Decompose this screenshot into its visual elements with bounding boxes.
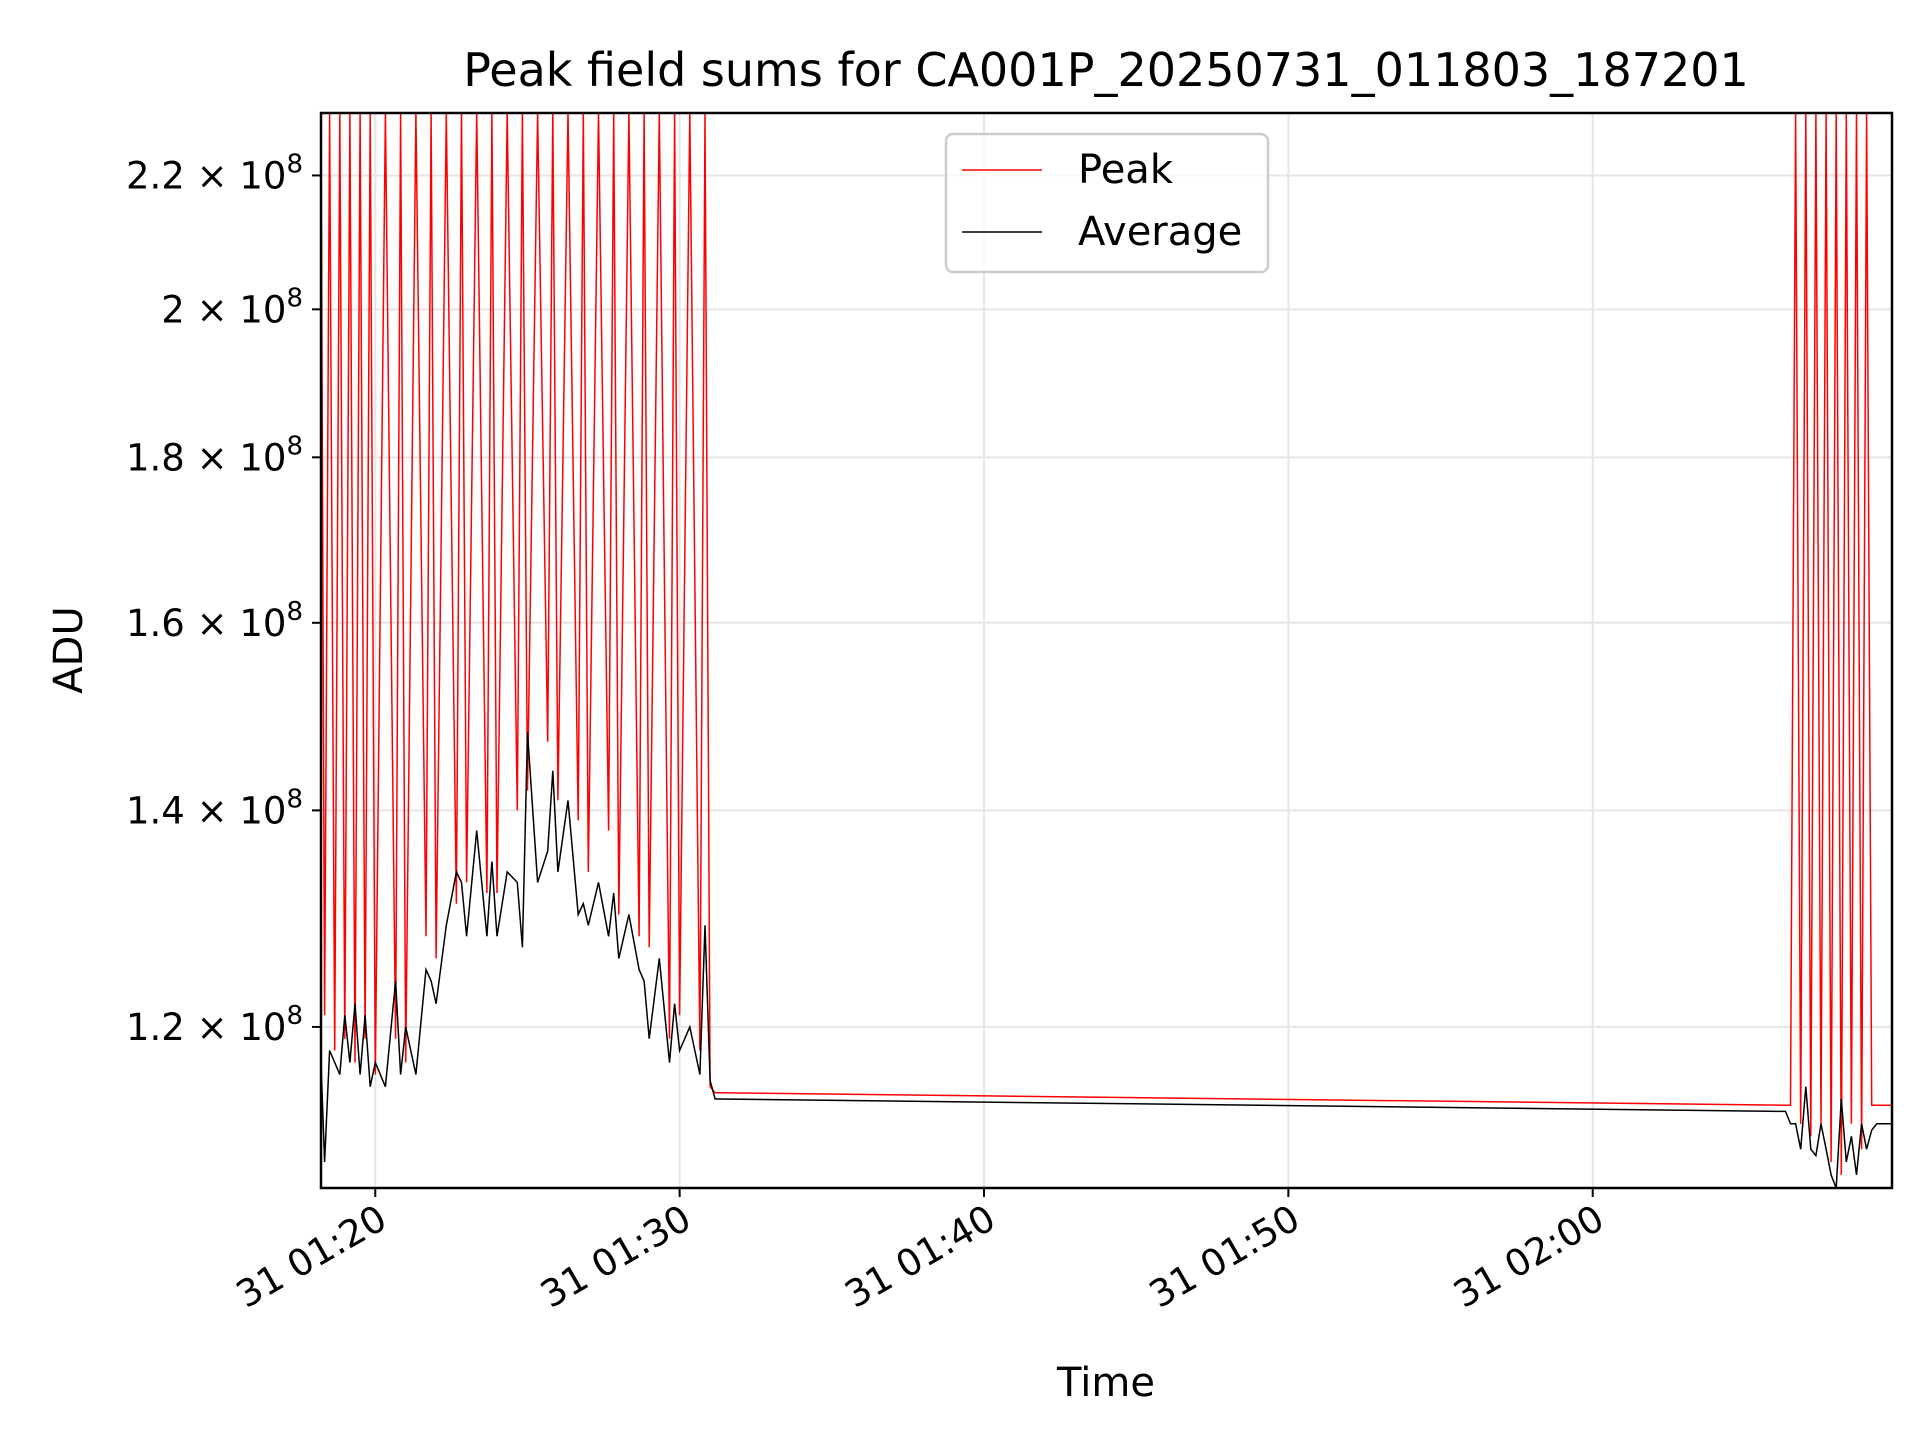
- y-tick-exponent: 8: [286, 1001, 303, 1031]
- x-tick-label: 31 01:30: [533, 1197, 698, 1317]
- x-tick-label: 31 01:40: [838, 1197, 1003, 1317]
- y-tick-label: 1.6 × 108: [126, 597, 303, 645]
- plot-frame: [319, 111, 1894, 1190]
- y-tick-label: 2 × 108: [161, 283, 303, 331]
- x-tick-label: 31 01:50: [1142, 1197, 1307, 1317]
- y-tick-exponent: 8: [286, 283, 303, 313]
- legend-label-average: Average: [1078, 209, 1242, 255]
- y-axis-label: ADU: [46, 606, 92, 693]
- y-tick-mantissa: 1.8 × 10: [126, 436, 286, 479]
- series-layer: [321, 113, 1892, 1188]
- y-tick-mantissa: 2.2 × 10: [126, 154, 286, 197]
- x-ticks: 31 01:20 31 01:30 31 01:40 31 01:50 31 02:00: [229, 1188, 1611, 1317]
- legend-label-peak: Peak: [1078, 147, 1174, 193]
- y-tick-mantissa: 1.6 × 10: [126, 602, 286, 645]
- y-tick-exponent: 8: [286, 149, 303, 179]
- y-tick-label: 2.2 × 108: [126, 149, 303, 197]
- x-axis-label: Time: [1056, 1360, 1155, 1406]
- chart-title: Peak field sums for CA001P_20250731_0118…: [463, 43, 1749, 97]
- series-line-peak: [321, 113, 1892, 1175]
- y-tick-exponent: 8: [286, 784, 303, 814]
- x-tick-label: 31 01:20: [229, 1197, 394, 1317]
- y-tick-exponent: 8: [286, 597, 303, 627]
- y-tick-mantissa: 1.4 × 10: [126, 789, 286, 832]
- y-tick-label: 1.4 × 108: [126, 784, 303, 832]
- y-tick-mantissa: 2 × 10: [161, 288, 286, 331]
- x-tick-label: 31 02:00: [1446, 1197, 1611, 1317]
- legend: Peak Average: [944, 132, 1270, 274]
- series-line-average: [321, 732, 1892, 1188]
- y-tick-mantissa: 1.2 × 10: [126, 1006, 286, 1049]
- legend-box: [944, 132, 1270, 274]
- y-tick-label: 1.2 × 108: [126, 1001, 303, 1049]
- y-tick-exponent: 8: [286, 431, 303, 461]
- y-tick-label: 1.8 × 108: [126, 431, 303, 479]
